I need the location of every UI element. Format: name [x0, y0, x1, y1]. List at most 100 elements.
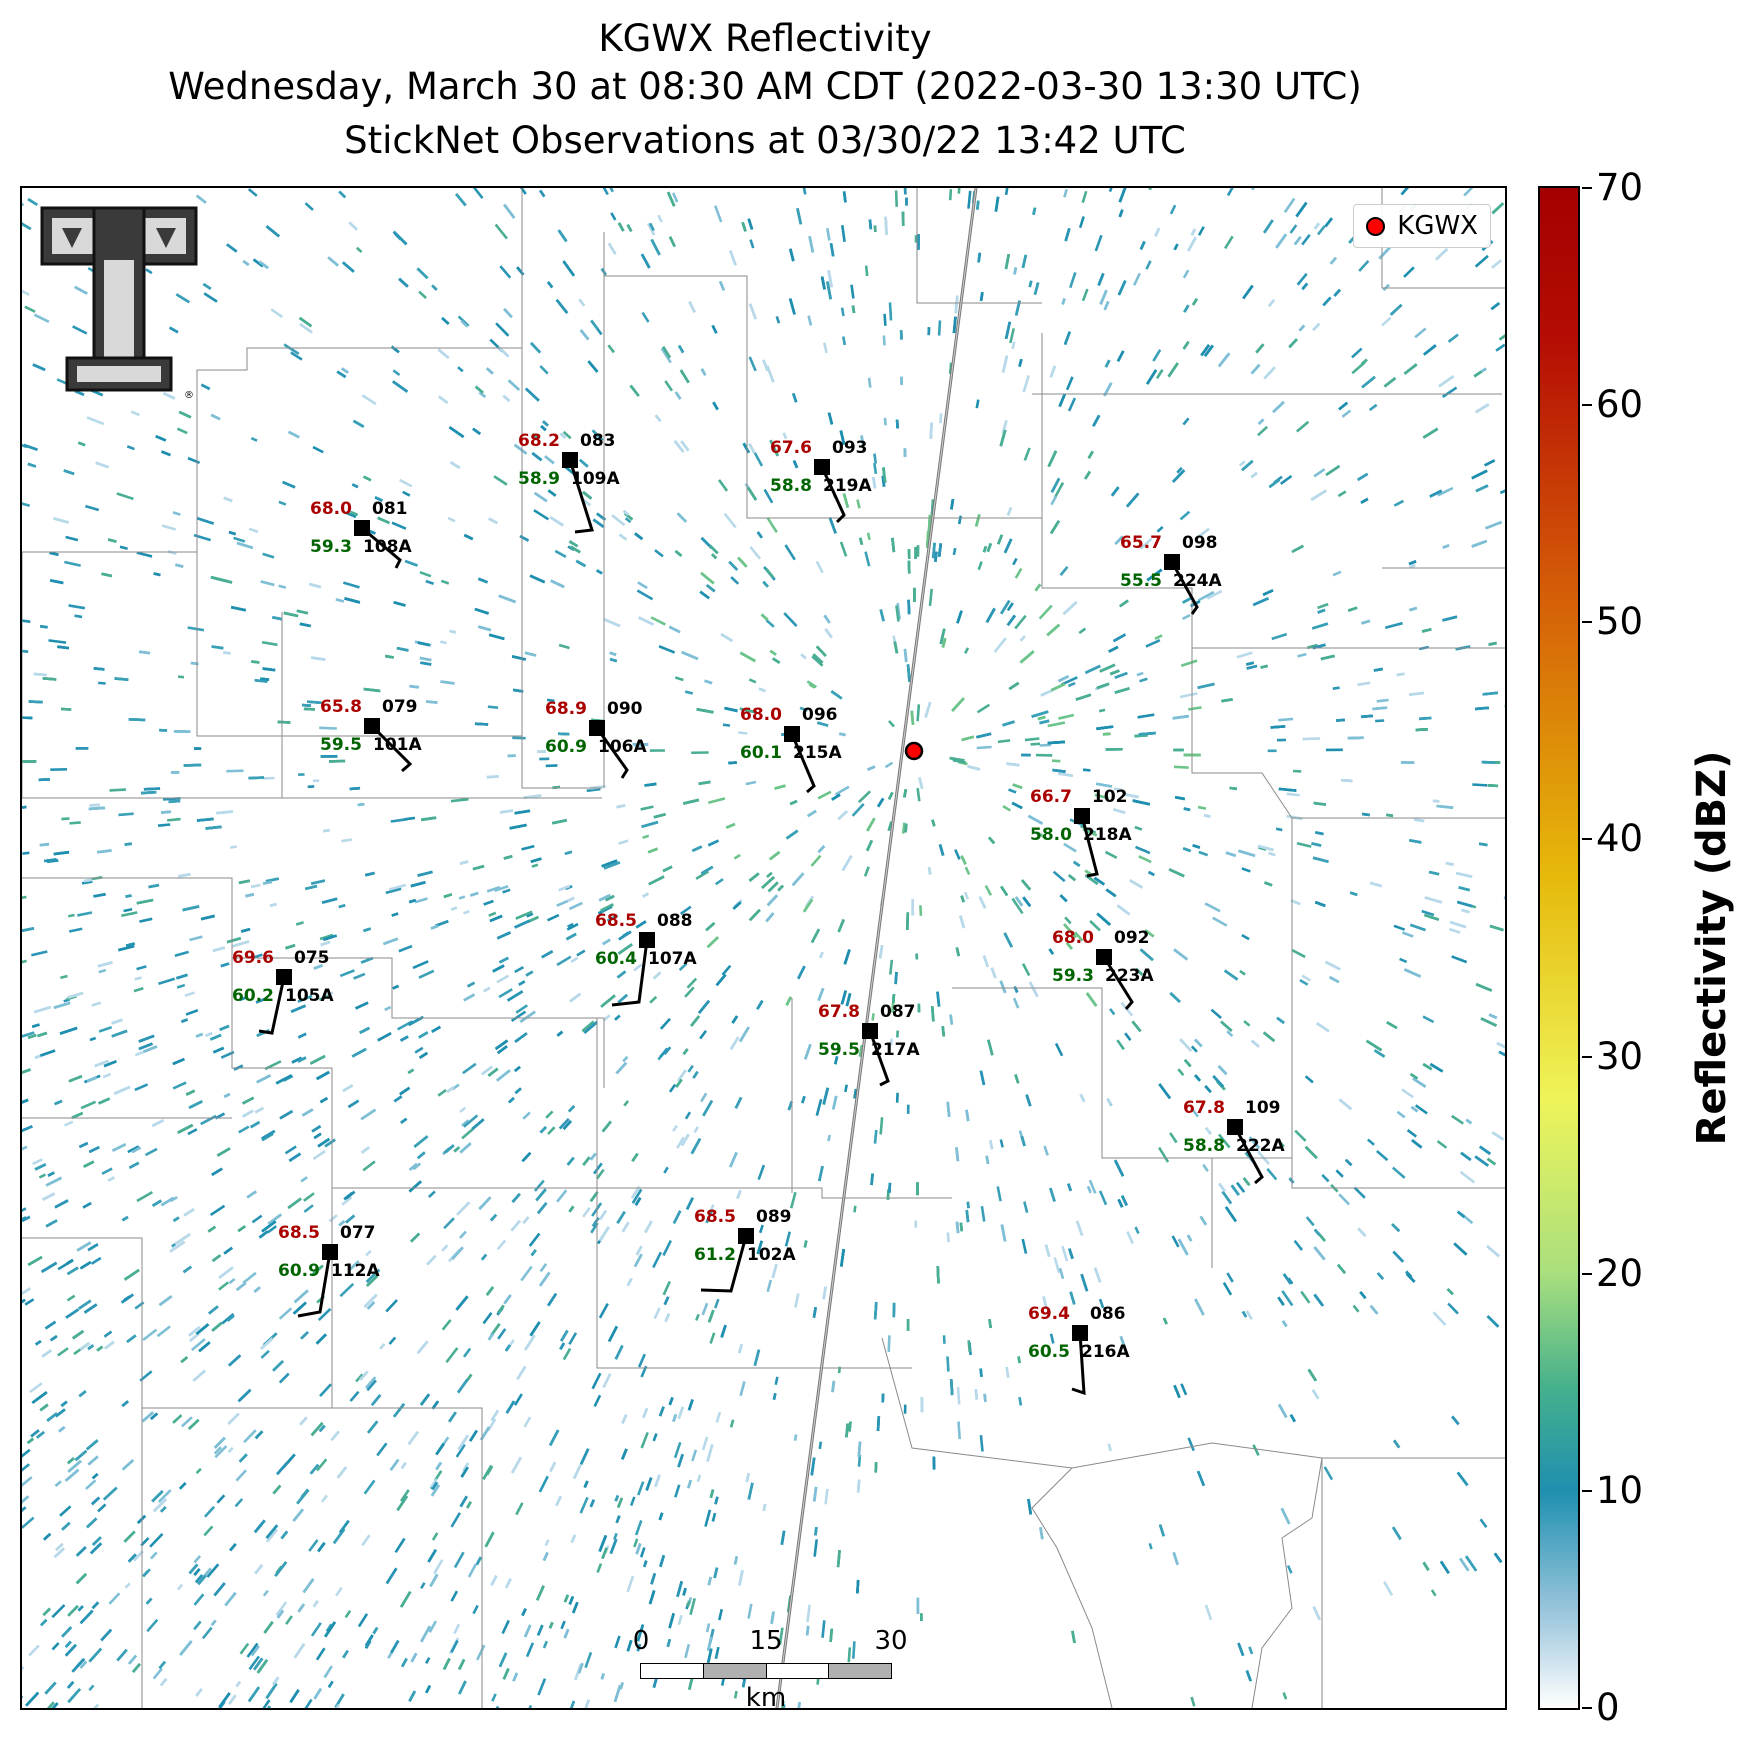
station-dewpoint: 60.9 — [278, 1261, 320, 1281]
station-marker — [1096, 949, 1112, 965]
station-marker — [276, 969, 292, 985]
station-dewpoint: 60.4 — [595, 949, 637, 969]
station-107A[interactable]: 68.5 088 60.4 107A — [595, 911, 697, 1007]
station-105A[interactable]: 69.6 075 60.2 105A — [232, 948, 334, 1035]
wind-barb — [868, 1030, 890, 1087]
station-dewpoint: 60.5 — [1028, 1342, 1070, 1362]
scale-unit: km — [745, 1683, 787, 1713]
station-marker — [1164, 554, 1180, 570]
station-name: 108A — [363, 537, 412, 557]
station-name: 217A — [871, 1040, 920, 1060]
station-dewpoint: 59.3 — [310, 537, 352, 557]
station-dewpoint: 59.5 — [320, 735, 362, 755]
station-marker — [562, 452, 578, 468]
wind-barb — [700, 1235, 748, 1293]
station-223A[interactable]: 68.0 092 59.3 223A — [1052, 928, 1154, 1010]
station-temperature: 68.0 — [310, 499, 352, 519]
scale-label-0: 0 — [632, 1626, 650, 1656]
wind-barb — [790, 733, 816, 794]
wind-barb — [820, 466, 846, 524]
station-name: 216A — [1081, 1342, 1130, 1362]
texas-tech-double-t-logo: ® — [40, 206, 198, 401]
station-106A[interactable]: 68.9 090 60.9 106A — [545, 699, 647, 779]
station-222A[interactable]: 67.8 109 58.8 222A — [1183, 1098, 1285, 1185]
station-102A[interactable]: 68.5 089 61.2 102A — [694, 1207, 796, 1293]
station-dewpoint: 58.0 — [1030, 825, 1072, 845]
station-id: 093 — [832, 438, 868, 458]
station-marker — [862, 1023, 878, 1039]
station-224A[interactable]: 65.7 098 55.5 224A — [1120, 533, 1222, 615]
station-101A[interactable]: 65.8 079 59.5 101A — [320, 697, 422, 773]
station-216A[interactable]: 69.4 086 60.5 216A — [1028, 1304, 1130, 1396]
station-marker — [784, 726, 800, 742]
registered-mark: ® — [184, 390, 194, 401]
title-line-1: KGWX Reflectivity — [598, 17, 932, 60]
station-dewpoint: 58.8 — [1183, 1136, 1225, 1156]
station-temperature: 69.4 — [1028, 1304, 1070, 1324]
station-marker — [1074, 808, 1090, 824]
station-219A[interactable]: 67.6 093 58.8 219A — [770, 438, 872, 524]
station-dewpoint: 58.8 — [770, 476, 812, 496]
station-marker — [322, 1244, 338, 1260]
wind-barb — [611, 939, 649, 1007]
wind-barb — [370, 724, 413, 773]
colorbar-label: Reflectivity (dBZ) — [1689, 750, 1735, 1146]
station-name: 106A — [598, 737, 647, 757]
station-id: 102 — [1092, 787, 1128, 807]
station-218A[interactable]: 66.7 102 58.0 218A — [1030, 787, 1132, 878]
sticknet-stations: 68.0 081 59.3 108A 68.2 083 58.9 109A 67.6 093 58.… — [232, 431, 1285, 1396]
county-boundaries — [22, 188, 1505, 1708]
station-215A[interactable]: 68.0 096 60.1 215A — [740, 705, 842, 794]
station-id: 083 — [580, 431, 616, 451]
station-217A[interactable]: 67.8 087 59.5 217A — [818, 1002, 920, 1087]
station-id: 079 — [382, 697, 418, 717]
radar-map[interactable]: 68.0 081 59.3 108A 68.2 083 58.9 109A 67.6 093 58.… — [20, 186, 1507, 1710]
wind-barb — [1080, 815, 1099, 878]
station-id: 092 — [1114, 928, 1150, 948]
station-id: 090 — [607, 699, 643, 719]
station-name: 219A — [823, 476, 872, 496]
station-dewpoint: 58.9 — [518, 469, 560, 489]
station-marker — [589, 720, 605, 736]
station-dewpoint: 61.2 — [694, 1245, 736, 1265]
title-line-3: StickNet Observations at 03/30/22 13:42 … — [344, 119, 1186, 162]
reflectivity-colorbar — [1538, 186, 1580, 1710]
station-dewpoint: 59.3 — [1052, 966, 1094, 986]
station-marker — [364, 718, 380, 734]
station-temperature: 67.6 — [770, 438, 812, 458]
station-name: 112A — [331, 1261, 380, 1281]
station-name: 102A — [747, 1245, 796, 1265]
station-marker — [1072, 1325, 1088, 1341]
station-name: 105A — [285, 986, 334, 1006]
station-temperature: 68.5 — [595, 911, 637, 931]
station-id: 075 — [294, 948, 330, 968]
station-marker — [1227, 1119, 1243, 1135]
wind-barb — [1170, 561, 1199, 615]
station-temperature: 67.8 — [1183, 1098, 1225, 1118]
station-temperature: 65.8 — [320, 697, 362, 717]
station-109A[interactable]: 68.2 083 58.9 109A — [518, 431, 620, 534]
station-dewpoint: 59.5 — [818, 1040, 860, 1060]
station-temperature: 68.0 — [740, 705, 782, 725]
station-temperature: 65.7 — [1120, 533, 1162, 553]
station-marker — [354, 520, 370, 536]
station-name: 215A — [793, 743, 842, 763]
reflectivity-echoes — [22, 188, 1505, 1708]
station-name: 222A — [1236, 1136, 1285, 1156]
station-name: 101A — [373, 735, 422, 755]
station-id: 086 — [1090, 1304, 1126, 1324]
station-name: 223A — [1105, 966, 1154, 986]
station-dewpoint: 60.1 — [740, 743, 782, 763]
station-108A[interactable]: 68.0 081 59.3 108A — [310, 499, 412, 569]
station-temperature: 68.9 — [545, 699, 587, 719]
station-112A[interactable]: 68.5 077 60.9 112A — [278, 1223, 380, 1318]
station-name: 218A — [1083, 825, 1132, 845]
station-dewpoint: 60.9 — [545, 737, 587, 757]
station-temperature: 66.7 — [1030, 787, 1072, 807]
station-marker — [738, 1228, 754, 1244]
station-temperature: 68.0 — [1052, 928, 1094, 948]
station-id: 081 — [372, 499, 408, 519]
station-id: 109 — [1245, 1098, 1281, 1118]
station-name: 107A — [648, 949, 697, 969]
wind-barb — [361, 526, 402, 569]
